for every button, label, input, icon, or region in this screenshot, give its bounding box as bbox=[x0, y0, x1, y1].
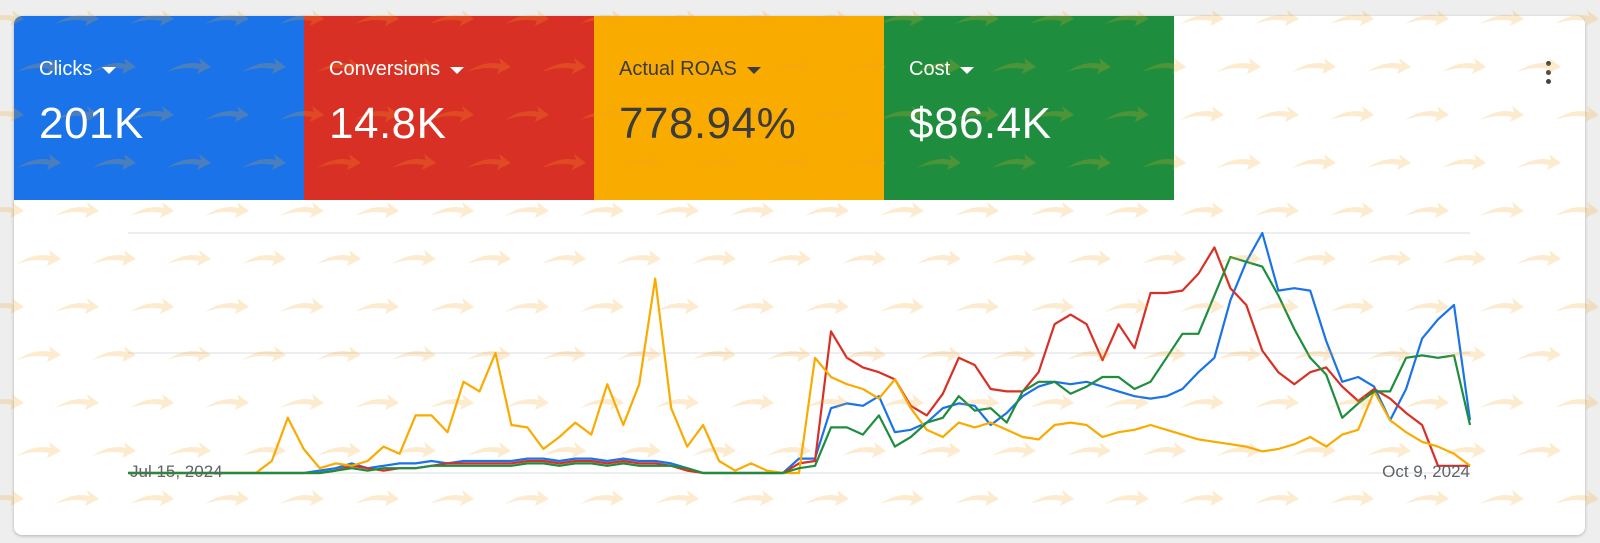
metric-tile-cost[interactable]: Cost $86.4K bbox=[884, 16, 1174, 200]
dropdown-caret-icon bbox=[102, 67, 117, 74]
series-line bbox=[128, 277, 1471, 475]
metric-value: 778.94% bbox=[619, 99, 797, 148]
metric-tiles: Clicks 201K Conversions 14.8K Actual ROA… bbox=[14, 16, 1174, 200]
dropdown-caret-icon bbox=[960, 67, 975, 74]
metric-label-text: Actual ROAS bbox=[619, 58, 737, 80]
metric-label: Clicks bbox=[39, 58, 304, 81]
metric-tile-conversions[interactable]: Conversions 14.8K bbox=[304, 16, 594, 200]
metric-value: $86.4K bbox=[909, 99, 1052, 148]
metric-label-text: Conversions bbox=[329, 58, 441, 80]
metric-value: 14.8K bbox=[329, 99, 447, 148]
metric-tile-clicks[interactable]: Clicks 201K bbox=[14, 16, 304, 200]
metric-label-text: Clicks bbox=[39, 58, 93, 80]
more-vert-icon[interactable] bbox=[1532, 56, 1564, 88]
series-line bbox=[128, 255, 1472, 475]
metric-label: Actual ROAS bbox=[619, 58, 884, 81]
performance-card: Clicks 201K Conversions 14.8K Actual ROA… bbox=[14, 16, 1585, 535]
metric-value: 201K bbox=[39, 99, 144, 148]
x-axis-end-label: Oct 9, 2024 bbox=[1382, 462, 1470, 481]
x-axis-start-label: Jul 15, 2024 bbox=[130, 462, 223, 481]
series-line bbox=[128, 246, 1470, 475]
dropdown-caret-icon bbox=[746, 67, 761, 74]
metric-label: Cost bbox=[909, 58, 1174, 81]
metric-tile-actual-roas[interactable]: Actual ROAS 778.94% bbox=[594, 16, 884, 200]
dropdown-caret-icon bbox=[450, 67, 465, 74]
metric-label: Conversions bbox=[329, 58, 594, 81]
metric-label-text: Cost bbox=[909, 58, 951, 80]
